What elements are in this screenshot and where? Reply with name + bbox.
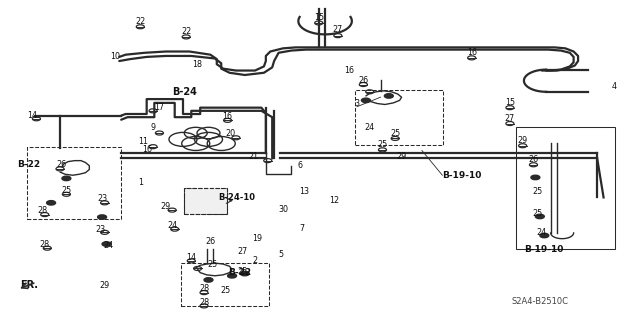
Circle shape	[228, 274, 237, 278]
Circle shape	[362, 98, 371, 103]
Text: 28: 28	[38, 206, 48, 215]
Text: 28: 28	[199, 284, 209, 293]
Text: 22: 22	[181, 27, 191, 36]
Text: B-19-10: B-19-10	[524, 245, 563, 254]
Text: 2: 2	[252, 256, 257, 265]
Text: 11: 11	[138, 137, 148, 146]
Text: 14: 14	[186, 253, 196, 262]
Text: S2A4-B2510C: S2A4-B2510C	[511, 297, 568, 306]
Text: 18: 18	[193, 60, 203, 69]
Text: 30: 30	[278, 205, 288, 214]
Text: B-22: B-22	[228, 268, 252, 277]
Text: B-24-10: B-24-10	[218, 193, 255, 202]
Circle shape	[536, 214, 544, 219]
Bar	[27, 147, 121, 219]
Text: 27: 27	[333, 25, 343, 35]
Text: B-24: B-24	[172, 87, 197, 97]
Circle shape	[241, 271, 249, 276]
Circle shape	[531, 175, 540, 180]
Text: 26: 26	[529, 155, 538, 164]
Text: 10: 10	[110, 52, 120, 61]
Text: 13: 13	[299, 187, 309, 196]
Text: 16: 16	[344, 66, 355, 75]
Text: 29: 29	[396, 152, 406, 161]
Text: 27: 27	[505, 114, 515, 123]
Text: 5: 5	[278, 250, 283, 259]
Text: B-22: B-22	[17, 160, 40, 169]
Text: 14: 14	[27, 111, 37, 120]
Text: 23: 23	[95, 225, 105, 234]
Text: 16: 16	[223, 112, 232, 121]
Circle shape	[62, 176, 71, 180]
Text: 26: 26	[205, 237, 216, 246]
Text: 25: 25	[533, 209, 543, 218]
Text: 23: 23	[97, 194, 107, 203]
Circle shape	[540, 233, 548, 238]
Text: 29: 29	[99, 281, 109, 290]
Text: 24: 24	[537, 228, 547, 237]
Text: 24: 24	[365, 123, 375, 132]
Text: 4: 4	[612, 82, 617, 91]
Bar	[184, 188, 227, 214]
Text: 27: 27	[237, 247, 248, 256]
Text: 22: 22	[135, 17, 145, 26]
Circle shape	[204, 278, 213, 282]
Circle shape	[47, 201, 56, 205]
Bar	[516, 127, 615, 249]
Text: 19: 19	[253, 234, 262, 243]
Bar	[181, 263, 269, 306]
Text: 29: 29	[161, 203, 171, 212]
Text: 29: 29	[518, 136, 528, 145]
Text: 26: 26	[57, 160, 67, 169]
Text: 25: 25	[237, 267, 248, 276]
Text: 25: 25	[61, 186, 72, 195]
Text: 24: 24	[167, 221, 177, 230]
Text: 25: 25	[533, 187, 543, 196]
Text: FR.: FR.	[20, 280, 38, 290]
Text: 25: 25	[378, 140, 388, 149]
Text: 7: 7	[300, 224, 305, 233]
Bar	[184, 188, 227, 214]
Text: 6: 6	[297, 161, 302, 170]
Text: 17: 17	[154, 103, 164, 112]
Text: 9: 9	[150, 123, 156, 132]
Circle shape	[102, 242, 111, 246]
Text: 12: 12	[329, 196, 339, 205]
Text: 16: 16	[141, 145, 152, 154]
Text: 25: 25	[208, 260, 218, 268]
Text: 15: 15	[505, 98, 515, 107]
Text: 25: 25	[221, 286, 231, 295]
Text: 24: 24	[104, 241, 113, 250]
Text: 26: 26	[358, 76, 369, 84]
Text: B-19-10: B-19-10	[442, 171, 482, 180]
Text: 20: 20	[226, 130, 236, 139]
Circle shape	[385, 94, 394, 98]
Circle shape	[98, 215, 106, 219]
Text: 16: 16	[467, 48, 477, 57]
Text: 28: 28	[40, 240, 50, 249]
Text: 3: 3	[355, 99, 360, 108]
Bar	[355, 90, 443, 145]
Text: 15: 15	[314, 13, 324, 22]
Text: 1: 1	[138, 178, 143, 187]
Text: 21: 21	[248, 152, 258, 161]
Text: 28: 28	[199, 298, 209, 307]
Text: 25: 25	[390, 130, 400, 139]
